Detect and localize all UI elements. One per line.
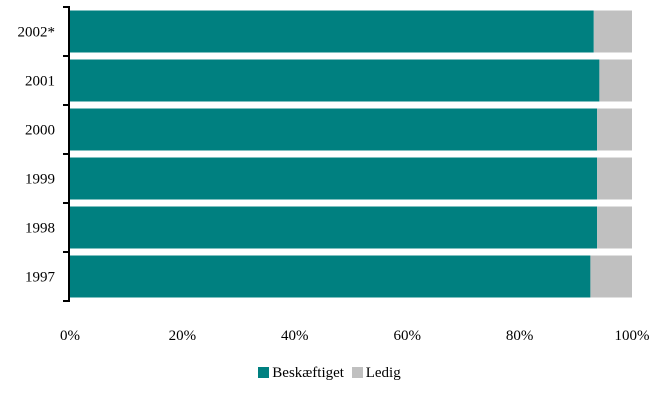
bar-ledig-1998 <box>597 206 632 249</box>
bar-ledig-2000 <box>597 108 632 151</box>
y-tick-label: 2002* <box>18 25 56 41</box>
bar-beskaeftiget-1997 <box>70 255 591 298</box>
bar-beskaeftiget-2002p <box>70 10 594 53</box>
y-tick-label: 2000 <box>25 123 55 139</box>
bar-beskaeftiget-1998 <box>70 206 598 249</box>
legend-label-ledig: Ledig <box>365 365 401 381</box>
x-tick-label: 80% <box>506 328 534 344</box>
bar-beskaeftiget-2000 <box>70 108 598 151</box>
legend-item-ledig: Ledig <box>351 365 401 382</box>
y-tick-label: 1997 <box>25 270 56 286</box>
x-tick-label: 100% <box>615 328 650 344</box>
x-tick-label: 40% <box>281 328 309 344</box>
bar-beskaeftiget-1999 <box>70 157 598 200</box>
legend: Beskæftiget Ledig <box>0 365 659 382</box>
legend-swatch-beskaeftiget <box>258 367 270 378</box>
y-tick-label: 1999 <box>25 172 55 188</box>
legend-swatch-ledig <box>351 367 363 378</box>
x-tick-label: 0% <box>60 328 80 344</box>
y-tick-label: 2001 <box>25 74 55 90</box>
y-tick-label: 1998 <box>25 221 55 237</box>
legend-item-beskaeftiget: Beskæftiget <box>258 365 344 382</box>
legend-label-beskaeftiget: Beskæftiget <box>272 365 344 381</box>
x-tick-label: 60% <box>393 328 421 344</box>
bar-ledig-1997 <box>590 255 632 298</box>
bar-ledig-1999 <box>597 157 632 200</box>
bar-ledig-2001 <box>599 59 632 102</box>
bar-ledig-2002p <box>593 10 632 53</box>
bar-beskaeftiget-2001 <box>70 59 600 102</box>
x-tick-label: 20% <box>169 328 197 344</box>
